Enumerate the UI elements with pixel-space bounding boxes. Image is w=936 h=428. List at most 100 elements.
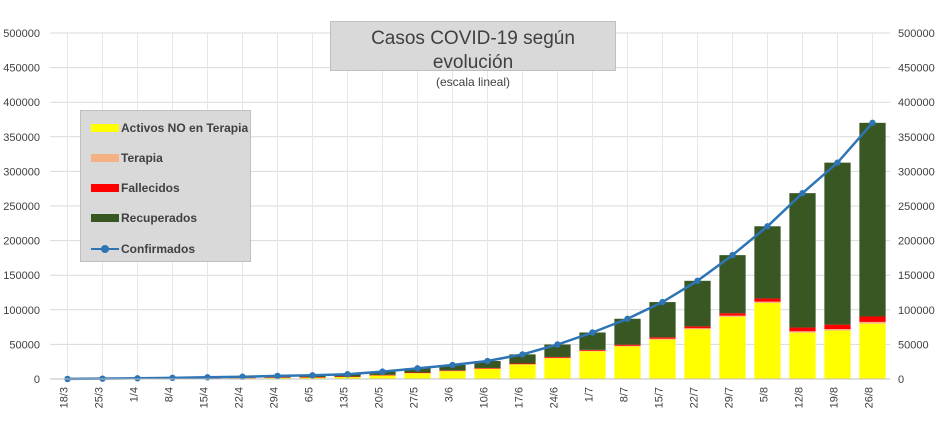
legend-label-terapia: Terapia xyxy=(121,151,163,165)
bar-terapia xyxy=(439,370,466,372)
bar-recuperados xyxy=(824,162,851,325)
bar-terapia xyxy=(789,331,816,333)
bar-fallecidos xyxy=(404,372,431,373)
bar-terapia xyxy=(544,357,571,359)
legend-swatch-activos xyxy=(91,124,119,132)
bar-terapia xyxy=(824,329,851,331)
bar-activos xyxy=(404,373,431,379)
confirmados-point xyxy=(344,371,351,378)
confirmados-point xyxy=(659,298,666,306)
legend-label-recuperados: Recuperados xyxy=(121,211,198,225)
legend-item-confirmados: Confirmados xyxy=(91,241,195,257)
bar-activos xyxy=(579,351,606,379)
stacked-bars xyxy=(54,122,886,380)
bar-activos xyxy=(334,376,361,379)
x-tick-label: 19/8 xyxy=(829,387,841,408)
y-tick-label-left: 400000 xyxy=(3,97,40,109)
chart-title: Casos COVID-19 según evolución xyxy=(371,28,575,73)
bar-terapia xyxy=(719,315,746,317)
y-tick-label-left: 300000 xyxy=(3,166,40,178)
bar-activos xyxy=(649,339,676,379)
bar-recuperados xyxy=(684,280,711,327)
legend-marker-confirmados xyxy=(91,244,119,254)
confirmados-point xyxy=(799,189,806,197)
x-tick-label: 13/5 xyxy=(339,387,351,408)
x-tick-label: 27/5 xyxy=(409,387,421,408)
x-tick-label: 6/5 xyxy=(304,387,316,402)
x-tick-label: 18/3 xyxy=(59,387,71,408)
confirmados-series-line xyxy=(67,122,874,381)
confirmados-point xyxy=(729,251,736,259)
confirmados-point xyxy=(449,361,456,369)
confirmados-point xyxy=(694,277,701,285)
bar-fallecidos xyxy=(684,326,711,329)
bar-terapia xyxy=(579,350,606,352)
bar-terapia xyxy=(404,372,431,374)
legend-swatch-terapia xyxy=(91,154,119,162)
y-tick-label-left: 200000 xyxy=(3,236,40,248)
bar-activos xyxy=(859,323,886,379)
chart-title-box: Casos COVID-19 según evolución (escala l… xyxy=(330,21,616,89)
bar-fallecidos xyxy=(579,349,606,351)
x-tick-label: 20/5 xyxy=(374,387,386,408)
bar-terapia xyxy=(369,375,396,376)
x-tick-label: 5/8 xyxy=(759,387,771,402)
x-tick-label: 8/7 xyxy=(619,387,631,402)
y-tick-label-left: 150000 xyxy=(3,270,40,282)
bar-recuperados xyxy=(474,361,501,368)
chart-subtitle: (escala lineal) xyxy=(435,75,511,89)
legend-label-fallecidos: Fallecidos xyxy=(121,181,180,195)
bar-fallecidos xyxy=(789,327,816,332)
legend: Activos NO en Terapia Terapia Fallecidos… xyxy=(80,110,251,262)
bar-fallecidos xyxy=(649,337,676,339)
x-tick-label: 29/7 xyxy=(724,387,736,408)
bar-activos xyxy=(684,329,711,379)
confirmados-point xyxy=(589,329,596,336)
x-tick-label: 26/8 xyxy=(864,387,876,408)
legend-swatch-recuperados xyxy=(91,214,119,222)
bar-terapia xyxy=(754,301,781,303)
confirmados-point xyxy=(519,351,526,358)
bar-terapia xyxy=(509,364,536,365)
x-tick-label: 22/4 xyxy=(234,387,246,408)
bar-activos xyxy=(614,346,641,379)
y-tick-label-right: 400000 xyxy=(898,97,935,109)
legend-label-confirmados: Confirmados xyxy=(121,242,196,256)
y-tick-label-right: 250000 xyxy=(898,201,935,213)
confirmados-point xyxy=(274,372,281,380)
x-tick-label: 1/4 xyxy=(129,387,141,402)
confirmados-point xyxy=(869,119,876,127)
confirmados-point xyxy=(484,357,491,365)
legend-item-terapia: Terapia xyxy=(91,150,163,166)
bar-recuperados xyxy=(509,354,536,364)
x-tick-label: 24/6 xyxy=(549,387,561,408)
legend-item-activos: Activos NO en Terapia xyxy=(91,120,248,136)
x-tick-label: 17/6 xyxy=(514,387,526,408)
bar-activos xyxy=(439,371,466,379)
confirmados-point xyxy=(309,372,316,379)
legend-swatch-fallecidos xyxy=(91,184,119,192)
bar-terapia xyxy=(684,328,711,330)
x-tick-label: 15/7 xyxy=(654,387,666,408)
y-tick-label-left: 50000 xyxy=(9,339,40,351)
y-tick-label-left: 450000 xyxy=(3,63,40,75)
bar-recuperados xyxy=(579,332,606,350)
x-tick-label: 15/4 xyxy=(199,387,211,408)
bar-activos xyxy=(719,316,746,379)
confirmados-point xyxy=(204,374,211,381)
x-tick-label: 8/4 xyxy=(164,387,176,402)
legend-item-fallecidos: Fallecidos xyxy=(91,180,180,196)
bar-activos xyxy=(474,368,501,379)
y-tick-label-right: 150000 xyxy=(898,270,935,282)
bar-activos xyxy=(789,332,816,379)
y-tick-label-left: 350000 xyxy=(3,132,40,144)
y-tick-label-right: 100000 xyxy=(898,305,935,317)
y-tick-label-left: 0 xyxy=(34,374,40,386)
x-tick-label: 25/3 xyxy=(94,387,106,408)
x-tick-label: 12/8 xyxy=(794,387,806,408)
bar-terapia xyxy=(859,321,886,324)
y-tick-label-right: 500000 xyxy=(898,28,935,40)
bar-recuperados xyxy=(754,226,781,299)
confirmados-point xyxy=(379,368,386,375)
bar-recuperados xyxy=(719,255,746,314)
